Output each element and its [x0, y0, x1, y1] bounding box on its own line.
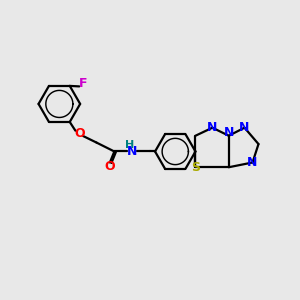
Text: O: O [74, 127, 85, 140]
Text: S: S [191, 161, 200, 174]
Text: N: N [127, 145, 137, 158]
Text: N: N [207, 121, 218, 134]
Text: H: H [125, 140, 135, 150]
Text: N: N [248, 156, 258, 169]
Text: F: F [79, 77, 87, 90]
Text: O: O [105, 160, 115, 173]
Text: N: N [224, 126, 234, 139]
Text: N: N [239, 121, 250, 134]
